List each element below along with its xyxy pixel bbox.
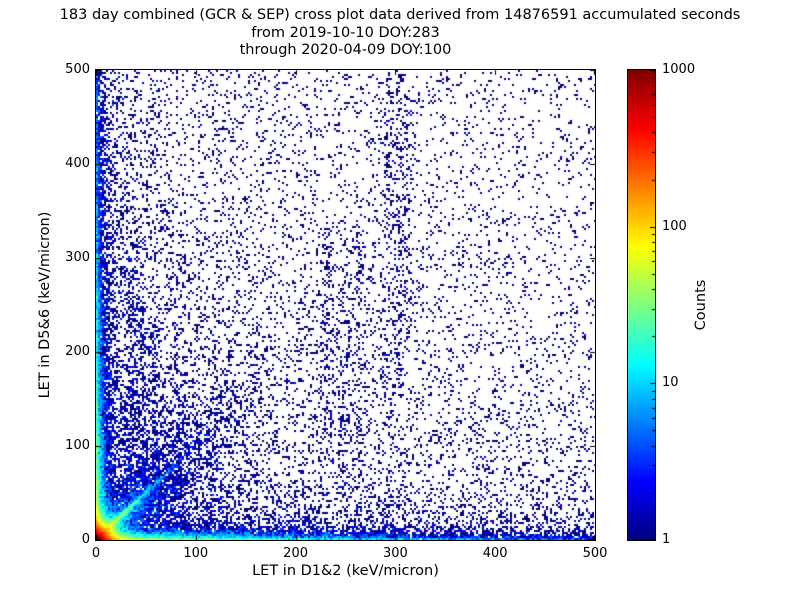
colorbar-tick-label: 100 bbox=[662, 218, 687, 234]
x-tick-label: 300 bbox=[382, 546, 408, 561]
colorbar-gradient-canvas bbox=[628, 70, 655, 540]
x-axis-label: LET in D1&2 (keV/micron) bbox=[252, 563, 439, 579]
y-tick-label: 200 bbox=[65, 344, 90, 359]
colorbar bbox=[627, 69, 656, 541]
colorbar-tick-label: 1 bbox=[662, 532, 671, 547]
x-tick-label: 100 bbox=[183, 546, 209, 561]
x-tick-label: 500 bbox=[582, 546, 608, 561]
y-tick-label: 100 bbox=[65, 438, 90, 453]
x-tick-label: 0 bbox=[91, 546, 101, 561]
y-axis-label: LET in D5&6 (keV/micron) bbox=[37, 211, 53, 399]
colorbar-tick-label: 10 bbox=[662, 375, 679, 391]
y-tick-label: 400 bbox=[65, 156, 90, 171]
y-tick-label: 0 bbox=[81, 532, 90, 547]
scatter-density-canvas bbox=[96, 70, 595, 540]
chart-title: 183 day combined (GCR & SEP) cross plot … bbox=[59, 7, 741, 23]
chart-subtitle-from: from 2019-10-10 DOY:283 bbox=[251, 25, 440, 41]
colorbar-tick-label: 1000 bbox=[662, 62, 696, 77]
plot-area bbox=[95, 69, 596, 541]
colorbar-label: Counts bbox=[693, 279, 709, 331]
x-tick-label: 400 bbox=[482, 546, 508, 561]
chart-subtitle-through: through 2020-04-09 DOY:100 bbox=[239, 42, 452, 58]
y-tick-label: 300 bbox=[65, 250, 90, 265]
y-tick-label: 500 bbox=[65, 62, 90, 77]
x-tick-label: 200 bbox=[283, 546, 308, 561]
